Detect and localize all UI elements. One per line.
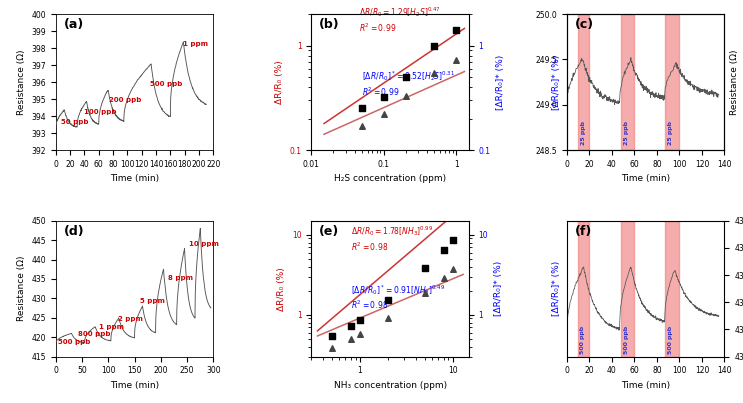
Y-axis label: [ΔR/R₀]* (%): [ΔR/R₀]* (%) xyxy=(552,261,561,316)
Y-axis label: ΔR/R₀ (%): ΔR/R₀ (%) xyxy=(277,267,286,311)
Text: 25 ppb: 25 ppb xyxy=(668,120,673,145)
Point xyxy=(356,123,368,129)
Text: (f): (f) xyxy=(574,225,592,238)
Text: 50 ppb: 50 ppb xyxy=(62,119,89,125)
Y-axis label: [ΔR/R₀]* (%): [ΔR/R₀]* (%) xyxy=(496,54,505,110)
Point xyxy=(419,265,431,272)
Text: $[\Delta R/R_0]^*=0.91[NH_3]^{0.49}$
$R^2=0.98$: $[\Delta R/R_0]^*=0.91[NH_3]^{0.49}$ $R^… xyxy=(351,283,444,311)
Point xyxy=(447,266,458,272)
Point xyxy=(354,330,366,337)
Text: 500 ppb: 500 ppb xyxy=(623,326,629,355)
Point xyxy=(429,43,441,50)
Bar xyxy=(621,14,635,150)
X-axis label: Time (min): Time (min) xyxy=(110,381,159,390)
Text: (d): (d) xyxy=(64,225,84,238)
Y-axis label: [ΔR/R₀]* (%): [ΔR/R₀]* (%) xyxy=(552,54,561,110)
Bar xyxy=(665,221,679,357)
Point xyxy=(326,332,338,339)
Point xyxy=(354,317,366,324)
Point xyxy=(450,57,462,64)
Bar xyxy=(578,14,589,150)
Point xyxy=(450,27,462,33)
Bar xyxy=(665,14,679,150)
Text: 200 ppb: 200 ppb xyxy=(108,97,141,103)
Text: $[\Delta R/R_0]^*=0.52[H_2S]^{0.31}$
$R^2=0.99$: $[\Delta R/R_0]^*=0.52[H_2S]^{0.31}$ $R^… xyxy=(362,69,455,98)
Text: (e): (e) xyxy=(319,225,340,238)
Point xyxy=(419,290,431,297)
X-axis label: NH₃ concentration (ppm): NH₃ concentration (ppm) xyxy=(334,381,447,390)
X-axis label: H₂S concentration (ppm): H₂S concentration (ppm) xyxy=(334,174,446,183)
Bar xyxy=(621,221,635,357)
Y-axis label: Resistance (Ω): Resistance (Ω) xyxy=(17,256,26,322)
Text: 500 ppb: 500 ppb xyxy=(580,326,585,355)
Point xyxy=(400,74,412,80)
Text: 1 ppm: 1 ppm xyxy=(99,324,124,330)
Text: $\Delta R/R_0=1.78[NH_3]^{0.99}$
$R^2=0.98$: $\Delta R/R_0=1.78[NH_3]^{0.99}$ $R^2=0.… xyxy=(351,224,433,253)
Text: 25 ppb: 25 ppb xyxy=(581,120,585,145)
Point xyxy=(438,247,450,253)
Text: 800 ppb: 800 ppb xyxy=(78,331,111,337)
Text: (b): (b) xyxy=(319,18,340,31)
Point xyxy=(356,105,368,112)
Bar xyxy=(578,221,589,357)
Text: 8 ppm: 8 ppm xyxy=(168,275,192,281)
Y-axis label: Resistance (Ω): Resistance (Ω) xyxy=(17,49,26,115)
Point xyxy=(382,314,394,321)
Text: 10 ppm: 10 ppm xyxy=(189,241,218,247)
Text: 5 ppm: 5 ppm xyxy=(140,298,165,304)
X-axis label: Time (min): Time (min) xyxy=(621,174,670,183)
Point xyxy=(377,111,389,118)
Point xyxy=(382,296,394,303)
Y-axis label: [ΔR/R₀]* (%): [ΔR/R₀]* (%) xyxy=(494,261,503,316)
Y-axis label: ΔR/R₀ (%): ΔR/R₀ (%) xyxy=(275,60,284,104)
Text: 500 ppb: 500 ppb xyxy=(59,339,91,345)
X-axis label: Time (min): Time (min) xyxy=(110,174,159,183)
Text: 500 ppb: 500 ppb xyxy=(149,81,182,87)
Text: 500 ppb: 500 ppb xyxy=(667,326,672,355)
Text: (a): (a) xyxy=(64,18,84,31)
Text: 1 ppm: 1 ppm xyxy=(184,41,208,46)
Point xyxy=(400,93,412,99)
Text: 2 ppm: 2 ppm xyxy=(117,316,143,322)
Point xyxy=(377,94,389,100)
Point xyxy=(326,345,338,352)
Point xyxy=(345,323,357,330)
Point xyxy=(447,237,458,244)
Text: 25 ppb: 25 ppb xyxy=(624,120,629,145)
Point xyxy=(438,274,450,281)
Text: 100 ppb: 100 ppb xyxy=(85,109,117,115)
Text: (c): (c) xyxy=(574,18,594,31)
Point xyxy=(429,69,441,76)
X-axis label: Time (min): Time (min) xyxy=(621,381,670,390)
Text: $\Delta R/R_0=1.29[H_2S]^{0.47}$
$R^2=0.99$: $\Delta R/R_0=1.29[H_2S]^{0.47}$ $R^2=0.… xyxy=(359,5,440,34)
Y-axis label: Resistance (Ω): Resistance (Ω) xyxy=(730,49,739,115)
Point xyxy=(345,336,357,342)
